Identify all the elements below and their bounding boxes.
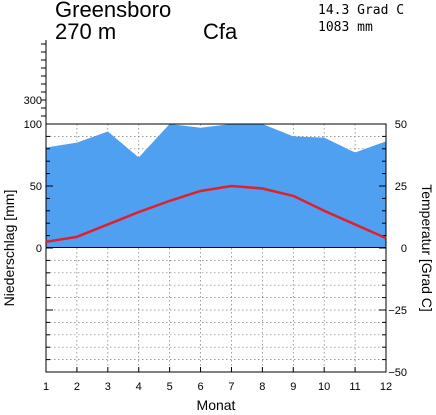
- x-tick-label: 10: [318, 381, 330, 393]
- x-tick-label: 11: [349, 381, 360, 393]
- x-tick-label: 8: [259, 381, 265, 393]
- left-scale-ticks: [41, 43, 46, 117]
- x-tick-label: 4: [136, 381, 142, 393]
- right-tick-label: −50: [388, 367, 407, 379]
- precipitation-points: [45, 123, 387, 158]
- x-tick-label: 9: [290, 381, 296, 393]
- left-tick-label: 50: [30, 181, 42, 193]
- left-tick-label: 0: [36, 243, 42, 255]
- left-axis-title: Niederschlag [mm]: [1, 190, 17, 307]
- x-tick-label: 12: [380, 381, 392, 393]
- right-tick-label: 25: [395, 181, 407, 193]
- temperature-points: [45, 185, 387, 242]
- x-tick-label: 3: [105, 381, 111, 393]
- left-tick-label: 100: [24, 119, 42, 131]
- plot-ticks: [45, 123, 387, 373]
- right-tick-label: 0: [401, 243, 407, 255]
- annual-precipitation: 1083 mm: [318, 20, 373, 35]
- x-tick-label: 2: [74, 381, 80, 393]
- x-tick-label: 6: [197, 381, 203, 393]
- right-axis-title: Temperatur [Grad C]: [419, 184, 435, 312]
- left-tick-label: 300: [24, 95, 42, 107]
- station-name: Greensboro: [55, 0, 172, 22]
- x-axis-title: Monat: [197, 397, 236, 413]
- x-tick-label: 7: [228, 381, 234, 393]
- right-tick-label: 50: [395, 119, 407, 131]
- mean-temperature: 14.3 Grad C: [318, 3, 405, 18]
- x-tick-label: 1: [43, 381, 49, 393]
- x-tick-label: 5: [167, 381, 173, 393]
- station-elevation: 270 m: [55, 19, 117, 44]
- precipitation-area: [46, 124, 386, 248]
- temperature-line: [45, 184, 387, 244]
- climate-class: Cfa: [203, 19, 238, 44]
- right-tick-label: −25: [388, 305, 407, 317]
